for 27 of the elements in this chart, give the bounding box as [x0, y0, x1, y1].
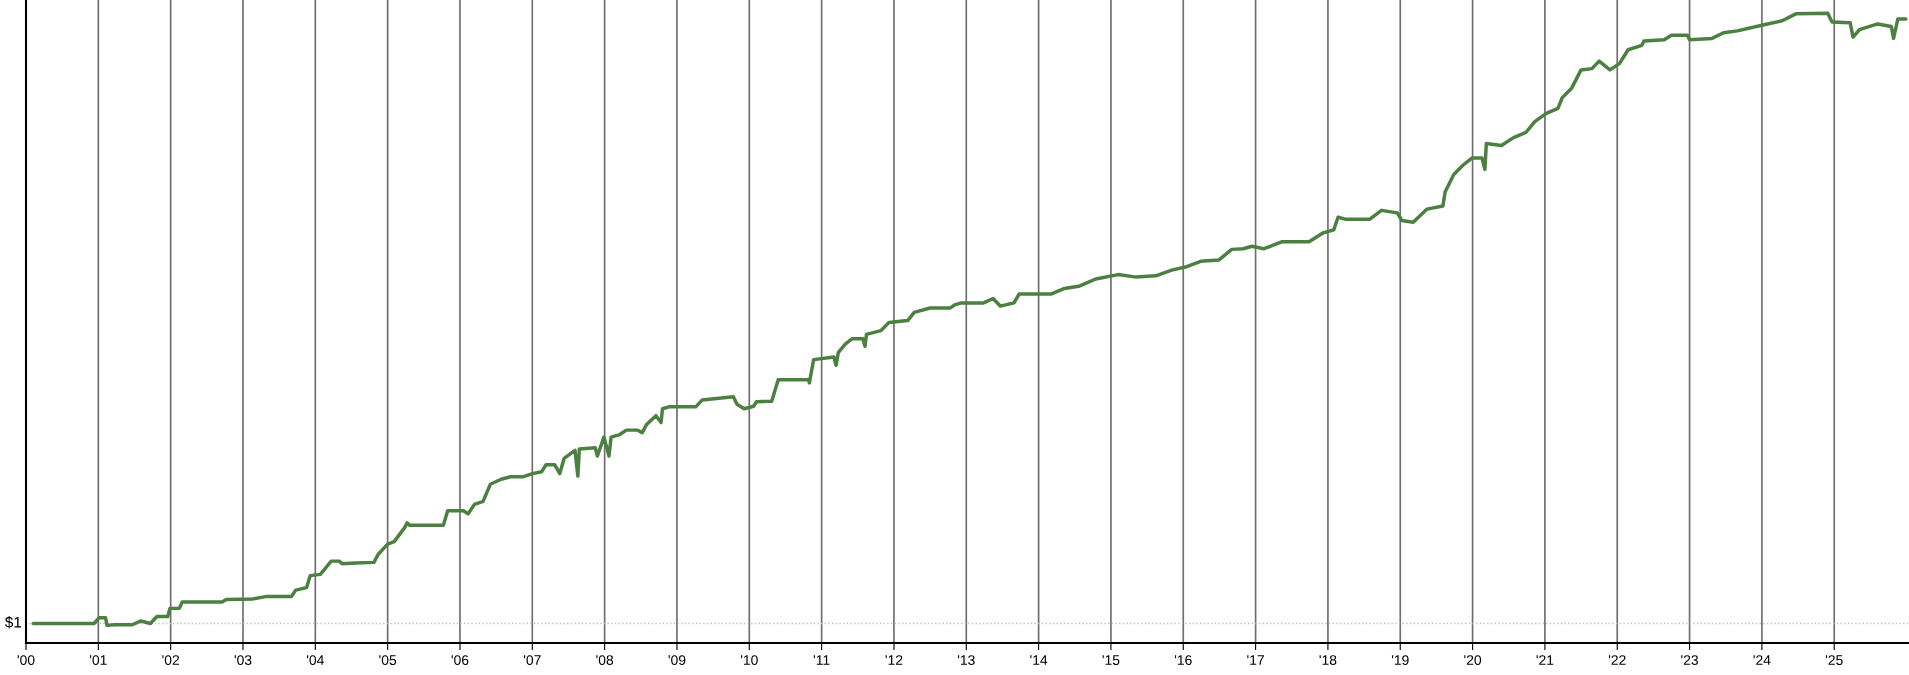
x-tick-label: '11 [813, 655, 830, 665]
x-tick-label: '21 [1536, 655, 1554, 665]
x-tick-label: '17 [1247, 655, 1264, 665]
x-tick-label: '18 [1319, 655, 1337, 666]
x-tick-label: '12 [885, 655, 903, 665]
x-tick-label: '16 [1174, 655, 1192, 666]
x-tick-label: '22 [1608, 655, 1626, 665]
x-tick-label: '07 [523, 655, 541, 666]
x-tick-label: '00 [17, 655, 35, 666]
x-tick-label: '05 [379, 655, 397, 666]
x-tick-label: '06 [451, 655, 469, 666]
x-tick-label: '24 [1753, 655, 1771, 665]
x-tick-label: '04 [306, 655, 324, 666]
x-tick-label: '15 [1102, 655, 1120, 666]
x-tick-label: '20 [1464, 655, 1482, 666]
x-tick-label: '19 [1391, 655, 1409, 666]
x-tick-label: '02 [162, 655, 180, 666]
x-tick-label: '09 [668, 655, 686, 666]
x-tick-label: '13 [957, 655, 975, 666]
x-tick-label: '14 [1030, 655, 1048, 665]
x-tick-label: '03 [234, 655, 252, 666]
x-tick-label: '23 [1681, 655, 1699, 666]
x-tick-label: '01 [89, 655, 107, 666]
text: $1 [5, 616, 22, 629]
x-tick-label: '10 [740, 655, 758, 666]
x-tick-label: '08 [596, 655, 614, 666]
x-tick-label: '25 [1825, 655, 1843, 666]
